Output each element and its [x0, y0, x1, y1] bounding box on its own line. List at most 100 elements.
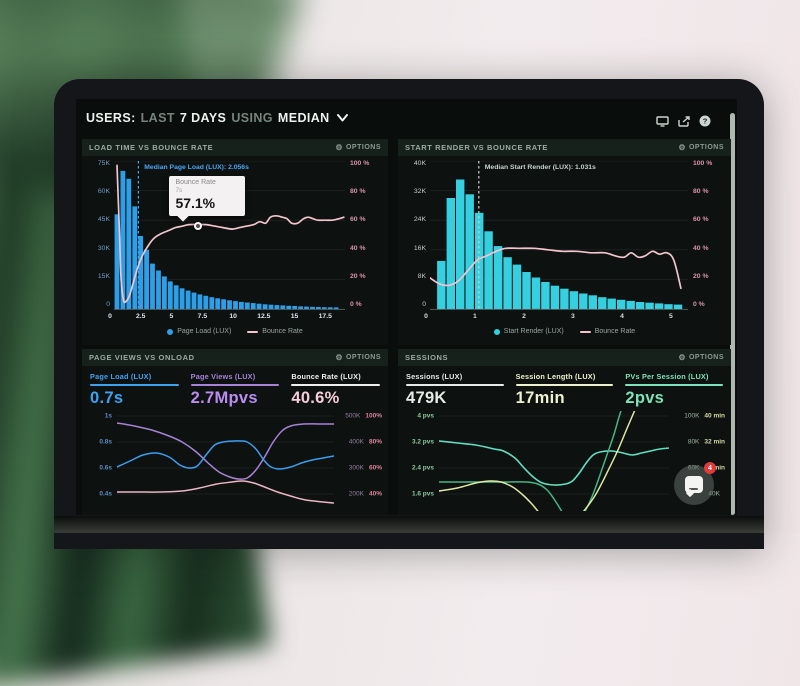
- series-line-icon: [247, 330, 259, 333]
- x-tick: 3: [570, 313, 575, 320]
- panel-start-render-vs-bounce-rate: START RENDER VS BOUNCE RATE ⚙ OPTIONS 40K…: [398, 139, 731, 345]
- load-time-plot-area[interactable]: Median Page Load (LUX): 2.056s Bounce Ra…: [114, 161, 345, 310]
- y-axis-left: 40K 32K 24K 16K 8K 0: [403, 160, 430, 309]
- start-render-plot-area[interactable]: Median Start Render (LUX): 1.031s: [430, 161, 688, 310]
- legend-bounce-rate[interactable]: Bounce Rate: [579, 328, 635, 335]
- options-button[interactable]: ⚙ OPTIONS: [335, 142, 381, 152]
- metric-page-views[interactable]: Page Views (LUX) 2.7Mpvs: [190, 372, 280, 406]
- dashboard-screen: USERS: LAST 7 DAYS USING MEDIAN ? LOA: [76, 99, 737, 515]
- y-tick-pct: 80%: [368, 438, 382, 446]
- users-label: USERS:: [86, 111, 136, 125]
- laptop-hinge: [54, 516, 764, 533]
- x-axis: 0 2.5 5 7.5 10 12.5 15 17.5: [108, 311, 350, 323]
- y-axis-right: 100 % 80 % 60 % 40 % 20 % 0 %: [688, 160, 726, 309]
- y-tick-volume: 300K: [348, 464, 364, 472]
- y-tick: 1.6 pvs: [411, 490, 434, 498]
- y-tick: 45K: [97, 216, 110, 224]
- metric-value: MEDIAN: [277, 111, 330, 125]
- y-tick-volume: 40K: [708, 490, 720, 498]
- panel-header: PAGE VIEWS VS ONLOAD ⚙ OPTIONS: [82, 349, 388, 366]
- y-tick: 4 pvs: [417, 412, 434, 420]
- series-dot-icon: [167, 328, 174, 335]
- y-tick: 60 %: [350, 216, 366, 224]
- panel-header: LOAD TIME VS BOUNCE RATE ⚙ OPTIONS: [82, 139, 388, 156]
- last-label: LAST: [140, 111, 175, 125]
- legend-bounce-rate[interactable]: Bounce Rate: [247, 328, 303, 335]
- share-icon[interactable]: [678, 115, 690, 127]
- chat-widget-button[interactable]: 4: [674, 462, 716, 505]
- tooltip-x-value: 7s: [175, 187, 183, 195]
- y-tick: 40 %: [693, 244, 709, 252]
- metric-session-length[interactable]: Session Length (LUX) 17min: [515, 372, 614, 406]
- y-tick-pct: 100%: [365, 412, 382, 420]
- x-tick: 5: [169, 313, 174, 320]
- panel-header: SESSIONS ⚙ OPTIONS: [398, 349, 731, 366]
- y-axis-left: 4 pvs 3.2 pvs 2.4 pvs 1.6 pvs: [404, 411, 439, 511]
- date-range-value: 7 DAYS: [179, 111, 227, 125]
- metric-page-load[interactable]: Page Load (LUX) 0.7s: [90, 372, 179, 406]
- y-tick: 8K: [417, 272, 426, 280]
- options-button[interactable]: ⚙ OPTIONS: [678, 142, 724, 152]
- y-tick: 30K: [97, 244, 110, 252]
- metric-pvs-per-session[interactable]: PVs Per Session (LUX) 2pvs: [625, 372, 724, 406]
- y-tick: 1s: [104, 412, 112, 420]
- chart-tooltip: Bounce Rate 7s 57.1%: [169, 175, 246, 217]
- y-tick: 60 %: [693, 216, 709, 224]
- options-button[interactable]: ⚙ OPTIONS: [335, 352, 381, 362]
- help-icon[interactable]: ?: [699, 115, 711, 127]
- x-tick: 15: [290, 313, 299, 320]
- y-tick-pct: 40%: [368, 490, 382, 498]
- metric-bounce-rate[interactable]: Bounce Rate (LUX) 40.6%: [291, 372, 381, 406]
- y-tick: 60K: [97, 188, 110, 196]
- chart-legend: Page Load (LUX) Bounce Rate: [82, 323, 388, 340]
- x-axis: 0 1 2 3 4 5: [424, 311, 693, 323]
- x-tick: 7.5: [197, 313, 208, 320]
- tooltip-value: 57.1%: [175, 194, 216, 211]
- line-chart: 1s 0.8s 0.6s 0.4s 500K 100% 400K 80% 300K 6…: [82, 411, 388, 511]
- metric-underline: [625, 384, 724, 386]
- legend-start-render[interactable]: Start Render (LUX): [493, 328, 564, 335]
- y-axis-right: 100 % 80 % 60 % 40 % 20 % 0 %: [345, 160, 383, 309]
- y-tick: 100 %: [693, 160, 713, 167]
- metric-underline: [406, 384, 504, 386]
- tooltip-data-point: [193, 221, 202, 230]
- chat-bubble-icon: [685, 476, 703, 493]
- metric-row: Page Load (LUX) 0.7s Page Views (LUX) 2.…: [82, 366, 388, 408]
- line-chart: 4 pvs 3.2 pvs 2.4 pvs 1.6 pvs 100K 40 min…: [398, 411, 731, 511]
- sessions-plot-area[interactable]: [439, 411, 669, 511]
- x-tick: 2: [522, 313, 526, 320]
- y-tick-volume: 200K: [348, 490, 364, 498]
- y-tick-volume: 400K: [348, 438, 364, 446]
- y-tick: 2.4 pvs: [411, 464, 434, 472]
- options-button[interactable]: ⚙ OPTIONS: [678, 352, 724, 362]
- y-tick: 0 %: [350, 301, 362, 309]
- combo-chart: 75K 60K 45K 30K 15K 0 Median Page Load (…: [82, 156, 388, 310]
- tooltip-series: Bounce Rate: [175, 178, 216, 186]
- gear-icon: ⚙: [335, 142, 343, 152]
- dashboard-filter-header[interactable]: USERS: LAST 7 DAYS USING MEDIAN: [86, 108, 348, 128]
- metric-underline: [291, 384, 381, 386]
- y-tick-time: 40 min: [704, 412, 725, 420]
- legend-page-load[interactable]: Page Load (LUX): [167, 328, 231, 335]
- metric-sessions[interactable]: Sessions (LUX) 479K: [406, 372, 504, 406]
- median-annotation: Median Start Render (LUX): 1.031s: [484, 164, 596, 171]
- y-tick: 40 %: [350, 244, 366, 252]
- combo-chart: 40K 32K 24K 16K 8K 0 Median Start Render…: [398, 156, 731, 310]
- scrollbar[interactable]: [730, 113, 735, 515]
- display-icon[interactable]: [656, 115, 669, 127]
- metric-underline: [190, 384, 280, 386]
- x-tick: 2.5: [135, 313, 146, 320]
- y-tick-volume: 100K: [684, 412, 700, 420]
- y-tick: 3.2 pvs: [411, 438, 434, 446]
- x-tick: 17.5: [318, 313, 332, 320]
- chevron-down-icon: [336, 114, 348, 122]
- x-tick: 12.5: [257, 313, 271, 320]
- y-tick: 0: [106, 301, 110, 309]
- y-tick: 100 %: [350, 160, 370, 167]
- y-tick: 75K: [97, 160, 110, 167]
- y-axis-left: 75K 60K 45K 30K 15K 0: [87, 160, 114, 309]
- series-line-icon: [579, 330, 591, 333]
- y-tick: 0.8s: [99, 438, 112, 446]
- y-tick: 80 %: [693, 188, 709, 196]
- page-views-plot-area[interactable]: [117, 411, 334, 511]
